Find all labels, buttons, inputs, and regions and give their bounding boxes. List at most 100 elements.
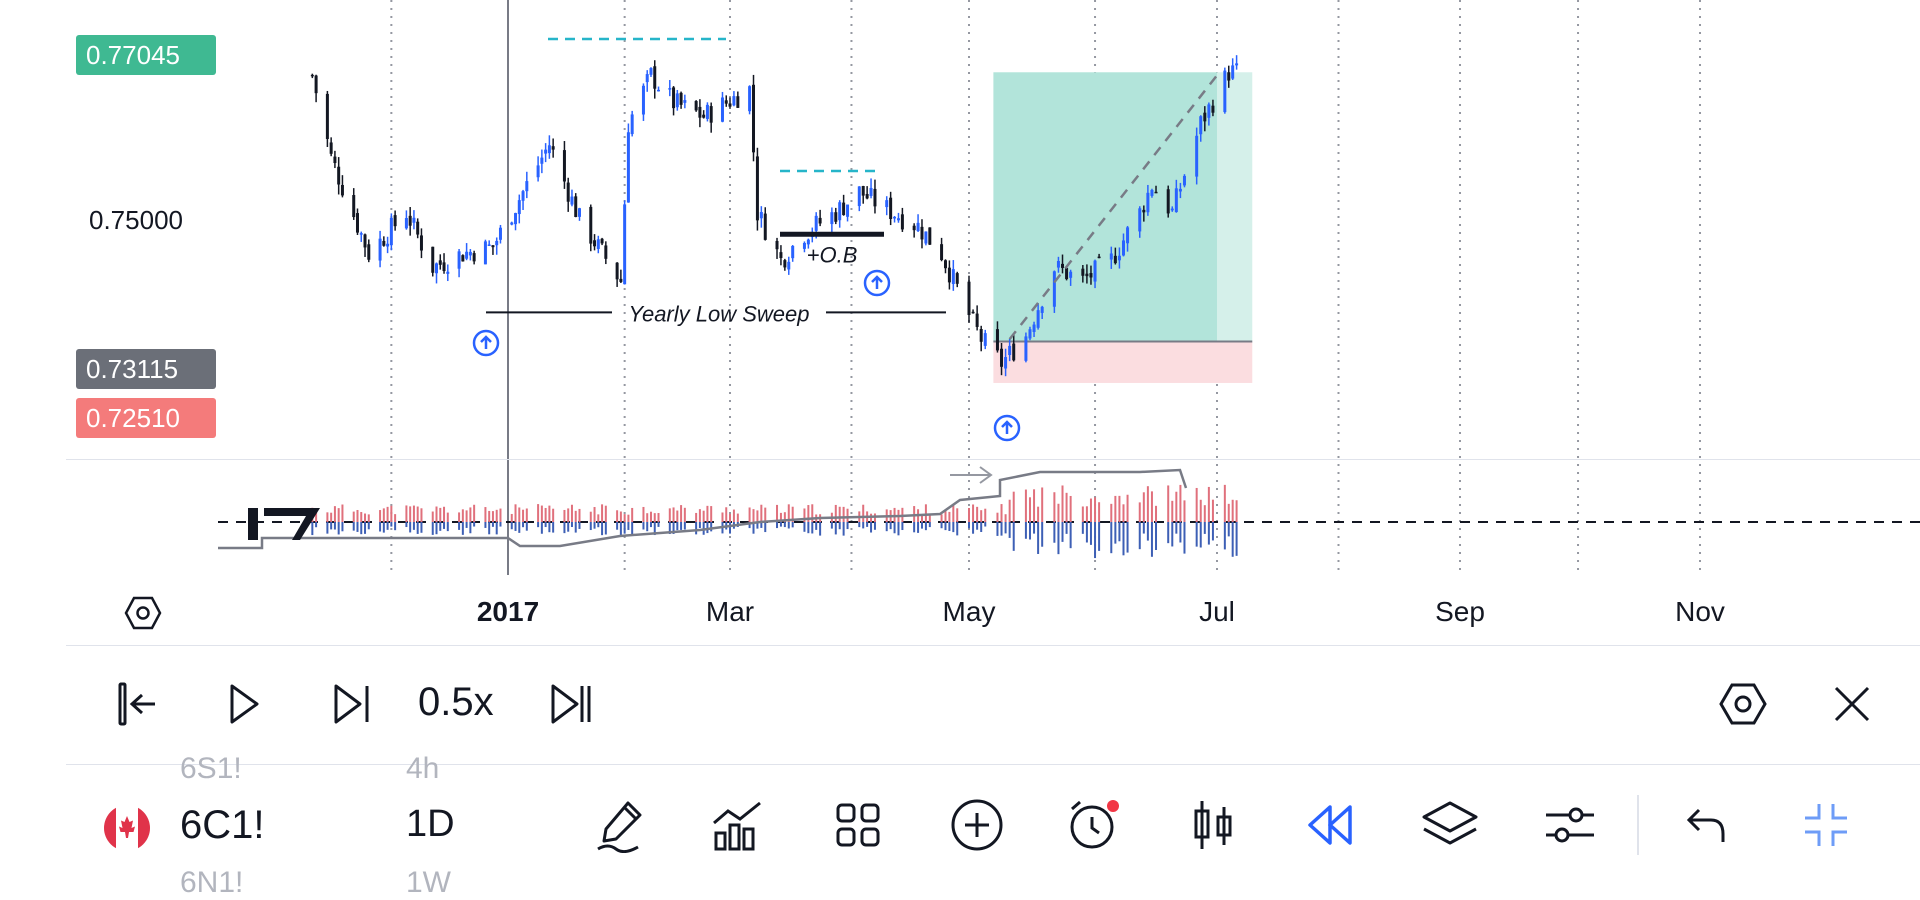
candle-body	[1004, 357, 1008, 369]
volume-bar-up	[593, 507, 596, 522]
candle-body	[1121, 240, 1125, 256]
volume-bar-down	[631, 522, 634, 536]
volume-bar-down	[616, 522, 619, 530]
volume-bar-up	[537, 504, 540, 522]
volume-bar-up	[1012, 491, 1015, 522]
volume-bar-up	[842, 506, 845, 522]
jump-to-realtime-button[interactable]	[548, 676, 594, 732]
volume-bar-up	[752, 509, 755, 522]
candle-body	[514, 213, 518, 225]
volume-bar-down	[1061, 522, 1064, 542]
volume-bar-up	[672, 507, 675, 522]
alarm-clock-icon[interactable]	[1064, 795, 1124, 855]
volume-bar-down	[469, 522, 472, 534]
volume-bar-up	[1203, 505, 1206, 522]
candle-body	[600, 238, 604, 244]
volume-bar-up	[488, 510, 491, 522]
volume-bar-up	[1183, 500, 1186, 522]
next-symbol[interactable]: 6N1!	[180, 866, 244, 899]
axis-settings-icon[interactable]	[122, 588, 164, 638]
settings-sliders-icon[interactable]	[1540, 795, 1600, 855]
volume-bar-down	[1142, 522, 1145, 534]
pane-separator[interactable]	[66, 459, 1920, 460]
candle-body	[802, 242, 806, 249]
candle-body	[759, 212, 763, 219]
volume-bar-down	[570, 522, 573, 528]
layouts-grid-icon[interactable]	[828, 795, 888, 855]
volume-bar-up	[627, 514, 630, 522]
candlestick-chart-icon[interactable]	[1184, 795, 1244, 855]
volume-bar-down	[764, 522, 767, 533]
volume-bar-up	[732, 509, 735, 522]
volume-bar-down	[807, 522, 810, 534]
volume-bar-down	[1150, 522, 1153, 557]
candle-body	[694, 101, 698, 111]
volume-bar-up	[567, 508, 570, 522]
candle-body	[1126, 227, 1130, 244]
volume-bar-up	[1094, 497, 1097, 522]
add-plus-icon[interactable]	[947, 795, 1007, 855]
volume-bar-down	[537, 522, 540, 528]
volume-bar-up	[412, 505, 415, 522]
candle-body	[724, 100, 728, 104]
candle-body	[657, 89, 661, 92]
undo-icon[interactable]	[1676, 795, 1736, 855]
candle-body	[846, 204, 850, 217]
prev-symbol[interactable]: 6S1!	[180, 752, 242, 785]
candle-body	[491, 245, 495, 248]
volume-bar-down	[846, 522, 849, 530]
next-interval[interactable]: 1W	[406, 866, 451, 899]
volume-bar-up	[791, 506, 794, 522]
candle-body	[1032, 324, 1036, 332]
volume-bar-down	[544, 522, 547, 528]
candle-body	[709, 106, 713, 123]
volume-bar-down	[1155, 522, 1158, 550]
candle-body	[1012, 343, 1016, 361]
volume-bar-up	[356, 509, 359, 522]
replay-speed[interactable]: 0.5x	[418, 680, 494, 724]
candle-body	[924, 231, 928, 244]
volume-bar-down	[889, 522, 892, 530]
volume-bar-down	[491, 522, 494, 527]
candle-body	[442, 262, 446, 272]
volume-bar-up	[1146, 486, 1149, 522]
volume-bar-down	[1089, 522, 1092, 545]
volume-bar-down	[791, 522, 794, 528]
jump-to-start-button[interactable]	[112, 676, 162, 732]
candle-body	[1113, 255, 1117, 264]
step-forward-button[interactable]	[330, 676, 374, 732]
volume-bar-up	[756, 510, 759, 522]
candle-body	[705, 104, 709, 119]
volume-bar-up	[956, 508, 959, 522]
play-button[interactable]	[222, 676, 266, 732]
x-axis-label: Mar	[705, 596, 755, 627]
symbol-selector[interactable]: 6C1!	[180, 803, 265, 847]
replay-rewind-icon[interactable]	[1300, 795, 1360, 855]
volume-bar-down	[1223, 522, 1226, 550]
candle-body	[329, 142, 333, 154]
prev-interval[interactable]: 4h	[406, 752, 440, 785]
volume-bar-down	[897, 522, 900, 536]
volume-bar-down	[928, 522, 931, 528]
volume-bar-down	[514, 522, 517, 531]
layers-icon[interactable]	[1420, 795, 1480, 855]
volume-bar-down	[668, 522, 671, 535]
candle-body	[382, 240, 386, 246]
close-replay-button[interactable]	[1832, 676, 1872, 732]
pencil-icon[interactable]	[592, 795, 652, 855]
replay-settings-icon[interactable]	[1718, 676, 1768, 732]
volume-bar-down	[446, 522, 449, 532]
volume-bar-up	[469, 507, 472, 522]
volume-bar-up	[499, 508, 502, 522]
interval-selector[interactable]: 1D	[406, 803, 455, 845]
collapse-icon[interactable]	[1796, 795, 1856, 855]
volume-bar-up	[341, 504, 344, 522]
volume-bar-down	[968, 522, 970, 529]
indicators-icon[interactable]	[708, 795, 768, 855]
x-axis-label: Jul	[1199, 596, 1235, 627]
volume-bar-up	[760, 504, 763, 522]
volume-bar-down	[525, 522, 528, 531]
volume-bar-up	[783, 512, 786, 522]
volume-bar-down	[1057, 522, 1060, 555]
